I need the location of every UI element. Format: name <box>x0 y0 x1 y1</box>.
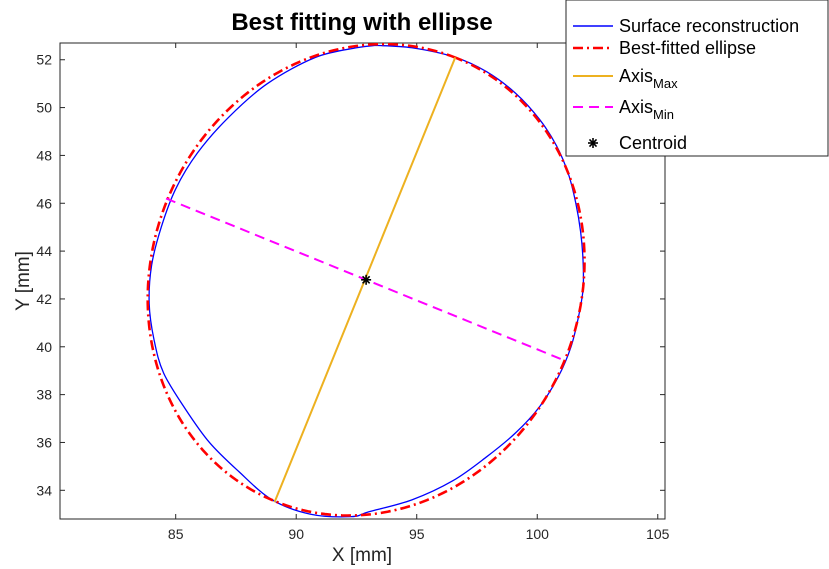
y-tick-label: 40 <box>36 339 52 355</box>
x-tick-label: 85 <box>168 526 184 542</box>
y-tick-label: 48 <box>36 147 52 163</box>
plot-marks <box>146 43 586 518</box>
y-tick-label: 44 <box>36 243 52 259</box>
legend-label-axismax: AxisMax <box>619 66 678 91</box>
x-tick-label: 105 <box>646 526 670 542</box>
legend-label-ellipse: Best-fitted ellipse <box>619 38 756 58</box>
legend-label-centroid: Centroid <box>619 133 687 153</box>
centroid-marker <box>361 274 372 285</box>
y-tick-label: 46 <box>36 195 52 211</box>
y-tick-label: 52 <box>36 52 52 68</box>
y-tick-label: 42 <box>36 291 52 307</box>
y-tick-label: 36 <box>36 434 52 450</box>
chart-title: Best fitting with ellipse <box>231 9 492 36</box>
legend-label-surface: Surface reconstruction <box>619 16 799 36</box>
x-tick-label: 90 <box>288 526 304 542</box>
y-axis-label: Y [mm] <box>13 251 34 311</box>
plot-area <box>59 42 666 520</box>
y-tick-label: 50 <box>36 100 52 116</box>
axes: 85 90 95 100 105 34 36 38 40 42 44 46 48 50 52 <box>36 42 670 542</box>
y-tick-label: 38 <box>36 387 52 403</box>
legend-label-axismin: AxisMin <box>619 97 674 122</box>
x-axis-label: X [mm] <box>332 545 392 566</box>
y-tick-label: 34 <box>36 482 52 498</box>
x-tick-label: 100 <box>526 526 550 542</box>
legend-swatch-centroid <box>588 138 598 148</box>
x-tick-label: 95 <box>409 526 425 542</box>
y-ticks: 34 36 38 40 42 44 46 48 50 52 <box>36 52 665 498</box>
x-ticks: 85 90 95 100 105 <box>168 43 670 542</box>
series-best-fitted-ellipse <box>146 43 586 517</box>
